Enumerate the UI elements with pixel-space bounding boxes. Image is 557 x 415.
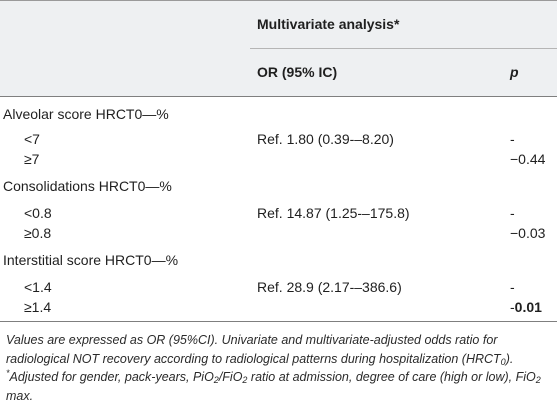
row-or: Ref. 14.87 (1.25-–175.8) <box>257 205 410 221</box>
row-or: Ref. 1.80 (0.39-–8.20) <box>257 131 394 147</box>
row-level: ≥7 <box>24 151 40 167</box>
table-bottom-rule <box>0 321 557 322</box>
row-p: −0.44 <box>510 151 546 167</box>
section-label-consolidations: Consolidations HRCT0—% <box>3 178 172 194</box>
p-minus: - <box>510 299 515 315</box>
row-p-significant: -0.01 <box>510 298 542 316</box>
column-header-or: OR (95% IC) <box>257 64 338 80</box>
top-rule <box>0 0 557 1</box>
section-label-alveolar: Alveolar score HRCT0—% <box>3 106 169 122</box>
row-level: ≥1.4 <box>24 299 52 315</box>
column-header-p: p <box>510 64 519 80</box>
table-footnote: Values are expressed as OR (95%CI). Univ… <box>6 333 541 403</box>
row-p: - <box>510 205 515 221</box>
row-p: - <box>510 279 515 295</box>
row-level: ≥0.8 <box>24 225 52 241</box>
row-p: −0.03 <box>510 225 546 241</box>
section-label-interstitial: Interstitial score HRCT0—% <box>3 252 179 268</box>
header-group-rule <box>250 48 557 49</box>
row-level: <1.4 <box>24 279 52 295</box>
row-level: <0.8 <box>24 205 52 221</box>
group-header: Multivariate analysis* <box>257 16 400 32</box>
header-bottom-rule <box>0 96 557 97</box>
row-level: <7 <box>24 131 40 147</box>
row-p: - <box>510 131 515 147</box>
p-value-bold: 0.01 <box>514 299 542 315</box>
row-or: Ref. 28.9 (2.17-–386.6) <box>257 279 402 295</box>
